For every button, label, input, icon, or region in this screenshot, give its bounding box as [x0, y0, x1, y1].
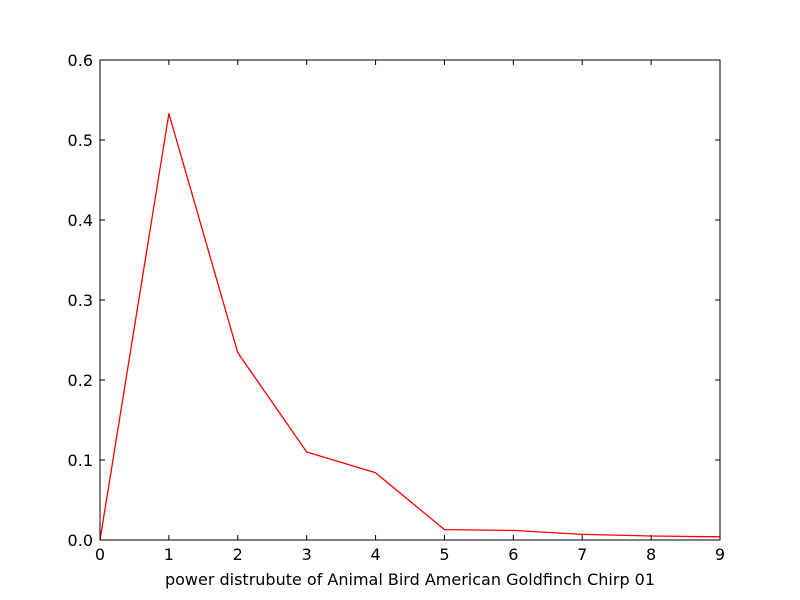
series-line — [99, 112, 721, 541]
series-layer — [99, 112, 721, 541]
x-tick-label: 0 — [95, 545, 105, 564]
x-tick-label: 6 — [508, 545, 518, 564]
y-tick-label: 0.1 — [68, 451, 93, 470]
x-tick-label: 8 — [646, 545, 656, 564]
x-tick-label: 3 — [302, 545, 312, 564]
x-tick-label: 4 — [370, 545, 380, 564]
y-tick-label: 0.5 — [68, 131, 93, 150]
y-tick-label: 0.2 — [68, 371, 93, 390]
x-tick-label: 5 — [439, 545, 449, 564]
y-tick-label: 0.4 — [68, 211, 93, 230]
x-tick-label: 1 — [164, 545, 174, 564]
x-tick-label: 2 — [233, 545, 243, 564]
x-tick-label: 9 — [715, 545, 725, 564]
y-tick-label: 0.6 — [68, 51, 93, 70]
x-axis-title: power distrubute of Animal Bird American… — [165, 570, 655, 589]
y-tick-label: 0.3 — [68, 291, 93, 310]
plot-frame — [99, 59, 721, 541]
plot-area — [100, 60, 720, 540]
labels-layer: 0 1 2 3 4 5 6 7 8 9 0.0 0.1 0.2 0.3 0.4 0.5 0.6 — [68, 51, 726, 564]
y-tick-label: 0.0 — [68, 531, 93, 550]
x-tick-label: 7 — [577, 545, 587, 564]
